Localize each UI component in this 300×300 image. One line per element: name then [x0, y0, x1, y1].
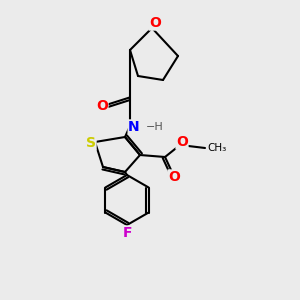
- Text: O: O: [96, 99, 108, 113]
- Text: O: O: [168, 170, 180, 184]
- Text: N: N: [128, 120, 140, 134]
- Text: CH₃: CH₃: [207, 143, 226, 153]
- Text: −H: −H: [146, 122, 164, 132]
- Text: O: O: [149, 16, 161, 30]
- Text: O: O: [176, 135, 188, 149]
- Text: S: S: [86, 136, 96, 150]
- Text: F: F: [122, 226, 132, 240]
